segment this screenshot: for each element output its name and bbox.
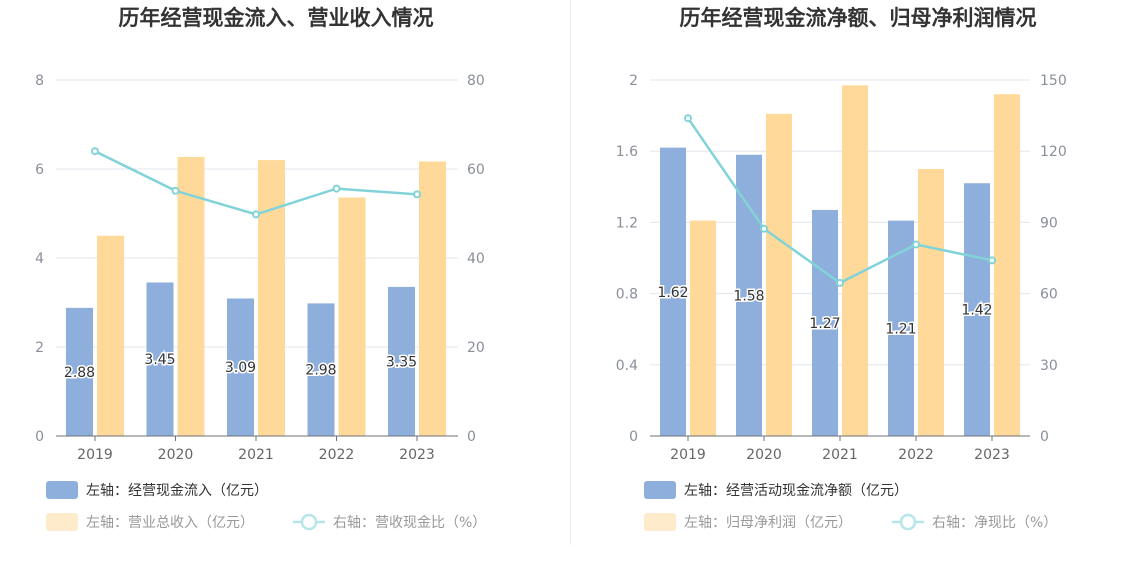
ratio-line-point: [684, 114, 692, 123]
bar-net-profit: [690, 220, 716, 436]
bar-data-label: 2.88: [64, 365, 95, 381]
chart-title: 历年经营现金流入、营业收入情况: [119, 6, 434, 30]
bar-data-label: 1.58: [733, 288, 764, 304]
bar-net-operating-cashflow: [660, 147, 686, 436]
left-axis-tick-label: 6: [35, 162, 44, 178]
ratio-line-point: [988, 256, 996, 265]
bar-net-profit: [766, 113, 792, 436]
x-axis-tick-label: 2020: [746, 447, 782, 463]
right-axis-tick-label: 0: [467, 429, 476, 445]
right-axis-tick-label: 40: [467, 251, 485, 267]
right-axis-tick-label: 120: [1040, 144, 1067, 160]
x-axis-tick-label: 2019: [670, 447, 706, 463]
x-axis-tick-label: 2022: [898, 447, 934, 463]
ratio-line-point: [413, 190, 421, 199]
right-axis-tick-label: 20: [467, 340, 485, 356]
bar-net-profit: [842, 85, 868, 436]
bar-revenue: [338, 197, 366, 436]
ratio-line-point: [332, 184, 341, 193]
bar-revenue: [419, 161, 446, 436]
legend-swatch-line-marker: [899, 513, 917, 531]
bar-net-operating-cashflow: [964, 183, 990, 436]
bar-net-operating-cashflow: [736, 154, 762, 436]
right-axis-tick-label: 90: [1040, 215, 1058, 231]
ratio-line: [686, 117, 993, 285]
bar-data-label: 3.09: [225, 360, 256, 376]
x-axis-tick-label: 2019: [77, 447, 113, 463]
legend-swatch-bar-primary: [644, 481, 676, 499]
left-axis-tick-label: 0.4: [616, 358, 638, 374]
bar-data-label: 1.42: [961, 303, 992, 319]
right-axis-tick-label: 0: [1040, 429, 1049, 445]
bar-net-profit: [918, 169, 944, 436]
x-axis-tick-label: 2021: [238, 447, 274, 463]
left-axis-tick-label: 0.8: [616, 287, 638, 303]
right-axis-tick-label: 30: [1040, 358, 1058, 374]
right-axis-tick-label: 60: [1040, 287, 1058, 303]
bar-revenue: [177, 156, 205, 437]
left-axis-tick-label: 0: [35, 429, 44, 445]
ratio-line-point: [836, 278, 844, 287]
legend-swatch-bar-secondary: [46, 513, 78, 531]
bar-revenue: [258, 160, 285, 436]
left-axis-tick-label: 1.2: [616, 215, 638, 231]
legend-label: 右轴：净现比（%）: [932, 515, 1057, 531]
bar-data-label: 2.98: [305, 363, 336, 379]
left-axis-tick-label: 1.6: [616, 144, 638, 160]
x-axis-tick-label: 2021: [822, 447, 858, 463]
bar-data-label: 3.35: [386, 354, 417, 370]
legend-label: 右轴：营收现金比（%）: [333, 515, 486, 531]
panel-divider: [570, 0, 571, 545]
bar-cash-inflow: [146, 282, 174, 436]
x-axis-tick-label: 2023: [974, 447, 1010, 463]
right-axis-tick-label: 60: [467, 162, 485, 178]
bar-data-label: 1.62: [657, 285, 688, 301]
legend-label: 左轴：归母净利润（亿元）: [684, 514, 852, 531]
left-axis-tick-label: 2: [35, 340, 44, 356]
chart-title: 历年经营现金流净额、归母净利润情况: [680, 6, 1037, 30]
bar-net-profit: [994, 94, 1020, 437]
left-axis-tick-label: 4: [35, 251, 44, 267]
left-axis-tick-label: 8: [35, 73, 44, 89]
bar-data-label: 1.21: [885, 321, 916, 337]
bar-cash-inflow: [66, 307, 93, 436]
right-axis-tick-label: 150: [1040, 73, 1067, 89]
bar-cash-inflow: [307, 303, 335, 436]
bar-data-label: 3.45: [144, 352, 175, 368]
ratio-line-point: [760, 224, 768, 233]
ratio-line: [94, 150, 418, 216]
legend-swatch-bar-secondary: [644, 513, 676, 531]
bar-data-label: 1.27: [809, 316, 840, 332]
chart-cash-inflow-revenue: 历年经营现金流入、营业收入情况 0 0 2 20 4 40 6 60 8 80 2.88 2019 3.4…: [35, 6, 486, 531]
left-axis-tick-label: 2: [629, 73, 638, 89]
legend-label: 左轴：经营活动现金流净额（亿元）: [684, 483, 908, 499]
bar-cash-inflow: [388, 286, 415, 436]
bar-revenue: [97, 235, 124, 436]
ratio-line-point: [91, 147, 99, 156]
ratio-line-point: [252, 210, 260, 219]
right-axis-tick-label: 80: [467, 73, 485, 89]
legend-swatch-line-marker: [300, 513, 318, 531]
x-axis-tick-label: 2023: [399, 447, 435, 463]
legend-label: 左轴：经营现金流入（亿元）: [86, 483, 268, 499]
x-axis-tick-label: 2022: [319, 447, 355, 463]
legend-swatch-bar-primary: [46, 481, 78, 499]
ratio-line-point: [912, 240, 920, 249]
bar-net-operating-cashflow: [812, 209, 838, 436]
x-axis-tick-label: 2020: [158, 447, 194, 463]
left-axis-tick-label: 0: [629, 429, 638, 445]
legend-label: 左轴：营业总收入（亿元）: [86, 515, 254, 531]
chart-net-cashflow-profit: 历年经营现金流净额、归母净利润情况 0 0 0.4 30 0.8 60 1.2 90 1.6 120…: [616, 6, 1067, 531]
ratio-line-point: [171, 186, 180, 195]
bar-cash-inflow: [227, 298, 254, 436]
